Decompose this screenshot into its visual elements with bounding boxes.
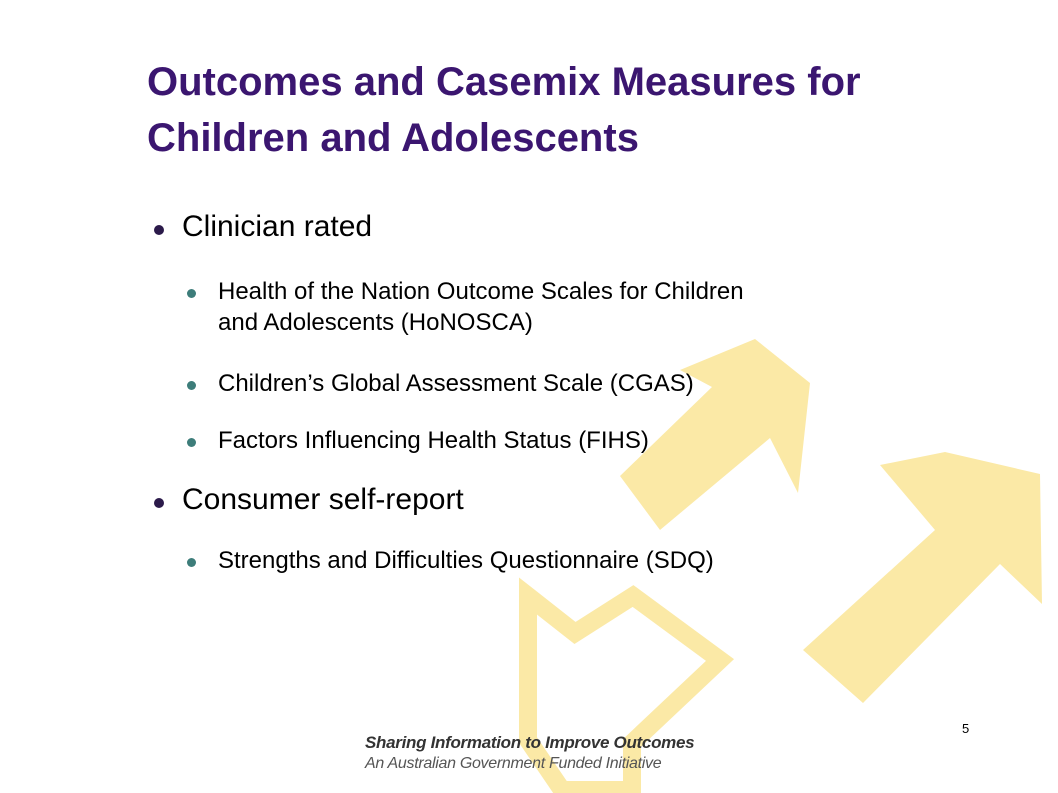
bullet-label: Consumer self-report [182, 483, 464, 516]
slide-title-line-1: Outcomes and Casemix Measures for [147, 60, 861, 104]
sub-bullet-line: Children’s Global Assessment Scale (CGAS… [218, 370, 694, 397]
sub-bullet-line: Factors Influencing Health Status (FIHS) [218, 427, 649, 454]
sub-bullet-text: Strengths and Difficulties Questionnaire… [218, 545, 714, 576]
sub-bullet-dot-icon [187, 558, 196, 567]
sub-bullet-line: and Adolescents (HoNOSCA) [218, 309, 533, 336]
page-number: 5 [962, 721, 970, 736]
sub-bullet-text: Factors Influencing Health Status (FIHS) [218, 425, 649, 456]
arrow-up-right-icon [803, 452, 1042, 703]
sub-bullet-dot-icon [187, 381, 196, 390]
footer-line-2: An Australian Government Funded Initiati… [365, 755, 662, 772]
sub-bullet-dot-icon [187, 289, 196, 298]
sub-bullet-line: Strengths and Difficulties Questionnaire… [218, 547, 714, 574]
slide-title: Outcomes and Casemix Measures for Childr… [147, 54, 1027, 166]
arrow-down-outline-icon [519, 577, 735, 793]
bullet-dot-icon [154, 498, 164, 508]
sub-bullet-line: Health of the Nation Outcome Scales for … [218, 278, 744, 305]
slide-title-line-2: Children and Adolescents [147, 116, 639, 160]
sub-bullet-dot-icon [187, 438, 196, 447]
bullet-dot-icon [154, 225, 164, 235]
footer-tagline: Sharing Information to Improve Outcomes … [365, 732, 785, 774]
sub-bullet-text: Health of the Nation Outcome Scales for … [218, 276, 744, 338]
sub-bullet-text: Children’s Global Assessment Scale (CGAS… [218, 368, 694, 399]
arrow-up-center-icon [620, 339, 810, 530]
footer-line-1: Sharing Information to Improve Outcomes [365, 733, 695, 752]
bullet-label: Clinician rated [182, 210, 373, 243]
